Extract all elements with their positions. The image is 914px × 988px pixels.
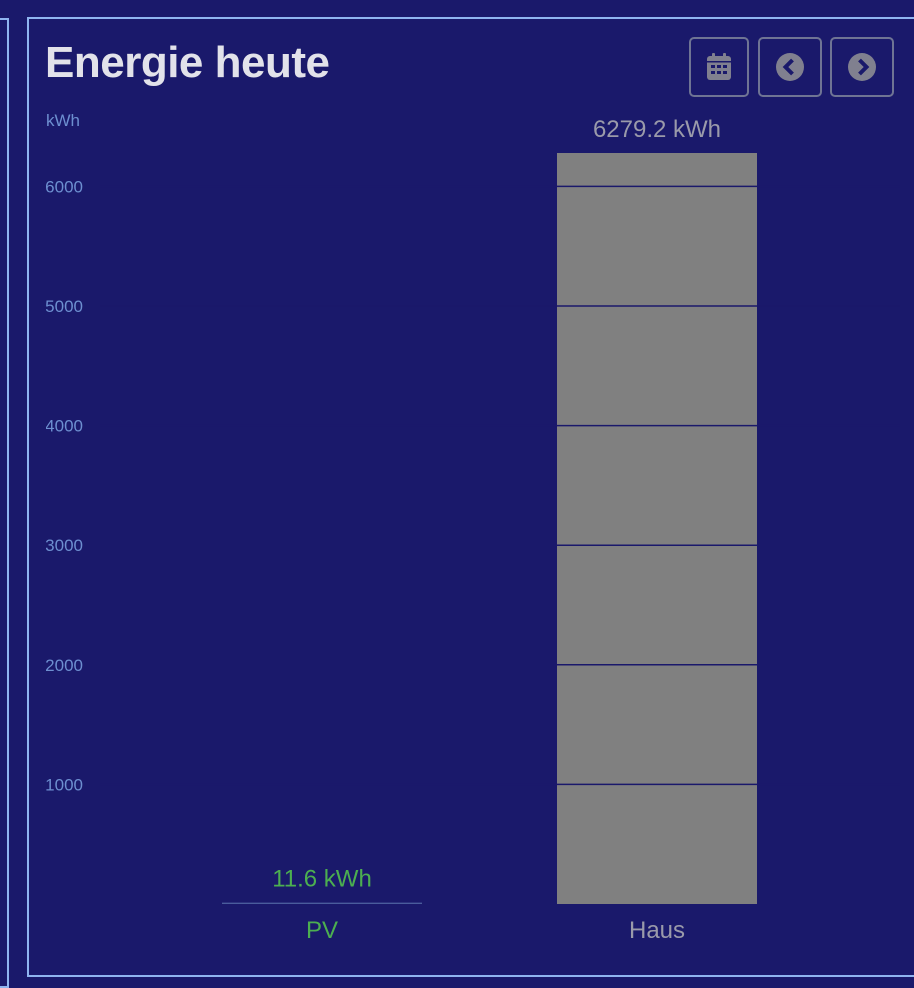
bar-pv	[222, 902, 422, 904]
bar-haus	[557, 153, 757, 904]
category-label: PV	[306, 917, 338, 944]
chevron-right-circle-icon	[848, 53, 876, 81]
category-label: Haus	[629, 917, 685, 944]
data-label: 11.6 kWh	[272, 866, 372, 893]
y-tick-label: 1000	[45, 775, 83, 794]
next-button[interactable]	[830, 37, 894, 97]
bar-chart: 1000 2000 3000 4000 5000 6000 11.6 kWh PV 6279.2…	[45, 116, 757, 944]
previous-button[interactable]	[758, 37, 822, 97]
chevron-left-circle-icon	[776, 53, 804, 81]
calendar-button[interactable]	[689, 37, 749, 97]
y-tick-label: 2000	[45, 656, 83, 675]
card-title: Energie heute	[45, 38, 330, 87]
calendar-icon	[707, 53, 731, 80]
y-tick-label: 4000	[45, 417, 83, 436]
y-tick-label: 5000	[45, 297, 83, 316]
y-axis-unit: kWh	[46, 111, 80, 130]
data-label: 6279.2 kWh	[593, 116, 721, 143]
y-tick-label: 3000	[45, 536, 83, 555]
y-tick-label: 6000	[45, 177, 83, 196]
